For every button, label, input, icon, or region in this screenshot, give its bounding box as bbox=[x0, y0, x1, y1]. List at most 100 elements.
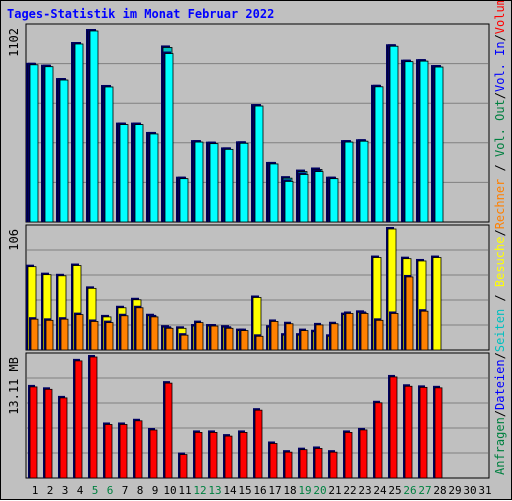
bar-dateien-day-12 bbox=[194, 141, 204, 223]
day-label-17: 17 bbox=[268, 484, 281, 497]
bar-dateien-day-22 bbox=[344, 141, 354, 223]
day-label-31: 31 bbox=[478, 484, 491, 497]
day-label-2: 2 bbox=[47, 484, 54, 497]
day-label-18: 18 bbox=[283, 484, 296, 497]
bar-rechner-day-17 bbox=[270, 321, 279, 351]
bar-rechner-day-19 bbox=[300, 330, 309, 351]
bar-dateien-day-13 bbox=[209, 143, 219, 223]
day-label-20: 20 bbox=[313, 484, 326, 497]
bar-rechner-day-21 bbox=[330, 323, 339, 351]
bar-volumen-day-8 bbox=[134, 420, 143, 479]
bar-volumen-day-28 bbox=[434, 387, 443, 479]
bar-volumen-day-15 bbox=[239, 432, 248, 479]
legend-separator: / bbox=[493, 229, 507, 236]
bar-rechner-day-8 bbox=[135, 307, 144, 351]
day-label-28: 28 bbox=[433, 484, 446, 497]
bar-rechner-day-6 bbox=[105, 322, 114, 351]
bar-dateien-day-2 bbox=[44, 66, 54, 223]
bar-dateien-day-18 bbox=[284, 181, 294, 223]
bar-rechner-day-4 bbox=[75, 314, 84, 351]
day-label-10: 10 bbox=[163, 484, 176, 497]
legend-item-vol-out: Vol. Out bbox=[493, 99, 507, 157]
day-label-9: 9 bbox=[152, 484, 159, 497]
bar-dateien-day-5 bbox=[89, 30, 99, 223]
day-label-15: 15 bbox=[238, 484, 251, 497]
legend-item-dateien: Dateien bbox=[493, 359, 507, 410]
panel-1-ymax-label: 1102 bbox=[7, 28, 21, 57]
day-label-30: 30 bbox=[463, 484, 476, 497]
bar-volumen-day-20 bbox=[314, 448, 323, 479]
day-label-3: 3 bbox=[62, 484, 69, 497]
day-label-16: 16 bbox=[253, 484, 266, 497]
bar-volumen-day-14 bbox=[224, 435, 233, 479]
bar-rechner-day-11 bbox=[180, 334, 189, 351]
bar-dateien-day-23 bbox=[359, 140, 369, 223]
bar-dateien-day-8 bbox=[134, 124, 144, 223]
bar-rechner-day-24 bbox=[375, 319, 384, 351]
legend-separator: / bbox=[493, 352, 507, 359]
bar-rechner-day-3 bbox=[60, 318, 69, 351]
bar-dateien-day-25 bbox=[389, 45, 399, 223]
bar-rechner-day-15 bbox=[240, 330, 249, 351]
bar-dateien-day-27 bbox=[419, 60, 429, 223]
bar-rechner-day-7 bbox=[120, 315, 129, 351]
day-label-8: 8 bbox=[137, 484, 144, 497]
bar-rechner-day-9 bbox=[150, 316, 159, 351]
bar-dateien-day-7 bbox=[119, 124, 129, 223]
bar-rechner-day-18 bbox=[285, 323, 294, 351]
legend-item-vol-in: Vol. In bbox=[493, 41, 507, 92]
bar-rechner-day-25 bbox=[390, 313, 399, 351]
legend-item-seiten: Seiten bbox=[493, 309, 507, 352]
bar-dateien-day-11 bbox=[179, 178, 189, 223]
bar-rechner-day-12 bbox=[195, 322, 204, 351]
bar-volumen-day-12 bbox=[194, 432, 203, 479]
legend-separator: / bbox=[493, 157, 507, 179]
day-label-7: 7 bbox=[122, 484, 129, 497]
bar-rechner-day-10 bbox=[165, 327, 174, 351]
bar-rechner-day-13 bbox=[210, 325, 219, 351]
bar-volumen-day-16 bbox=[254, 409, 263, 479]
bar-volumen-day-9 bbox=[149, 429, 158, 479]
legend-item-rechner: Rechner bbox=[493, 179, 507, 230]
bar-dateien-day-1 bbox=[29, 64, 39, 223]
bar-volumen-day-3 bbox=[59, 397, 68, 479]
bar-volumen-day-21 bbox=[329, 451, 338, 479]
day-label-29: 29 bbox=[448, 484, 461, 497]
day-label-11: 11 bbox=[178, 484, 191, 497]
bar-volumen-day-1 bbox=[29, 386, 38, 479]
bar-besuche-day-28 bbox=[432, 257, 442, 351]
bar-dateien-day-9 bbox=[149, 133, 159, 223]
legend-item-besuche: Besuche bbox=[493, 237, 507, 288]
bar-dateien-day-15 bbox=[239, 142, 249, 223]
bar-volumen-day-24 bbox=[374, 402, 383, 479]
bar-volumen-day-13 bbox=[209, 432, 218, 479]
bar-volumen-day-11 bbox=[179, 454, 188, 479]
day-label-24: 24 bbox=[373, 484, 387, 497]
legend-separator: / bbox=[493, 410, 507, 417]
bar-volumen-day-22 bbox=[344, 432, 353, 479]
bar-volumen-day-23 bbox=[359, 429, 368, 479]
day-label-27: 27 bbox=[418, 484, 431, 497]
day-label-1: 1 bbox=[32, 484, 39, 497]
bar-volumen-day-18 bbox=[284, 451, 293, 479]
bar-volumen-day-6 bbox=[104, 424, 113, 479]
bar-volumen-day-5 bbox=[89, 356, 98, 479]
bar-dateien-day-14 bbox=[224, 148, 234, 223]
bar-volumen-day-4 bbox=[74, 360, 83, 479]
bar-rechner-day-1 bbox=[30, 318, 39, 351]
bar-volumen-day-25 bbox=[389, 376, 398, 479]
day-label-22: 22 bbox=[343, 484, 356, 497]
right-legend: Anfragen/Dateien/Seiten / Besuche/Rechne… bbox=[493, 1, 507, 475]
bar-dateien-day-4 bbox=[74, 43, 84, 223]
bar-volumen-day-27 bbox=[419, 386, 428, 479]
bar-volumen-day-7 bbox=[119, 424, 128, 479]
bar-dateien-day-20 bbox=[314, 171, 324, 223]
bar-volumen-day-2 bbox=[44, 388, 53, 479]
bar-dateien-day-26 bbox=[404, 61, 414, 223]
panel-3-ymax-label: 13.11 MB bbox=[7, 357, 21, 415]
bar-dateien-day-24 bbox=[374, 86, 384, 223]
bar-rechner-day-5 bbox=[90, 321, 99, 351]
day-label-23: 23 bbox=[358, 484, 371, 497]
